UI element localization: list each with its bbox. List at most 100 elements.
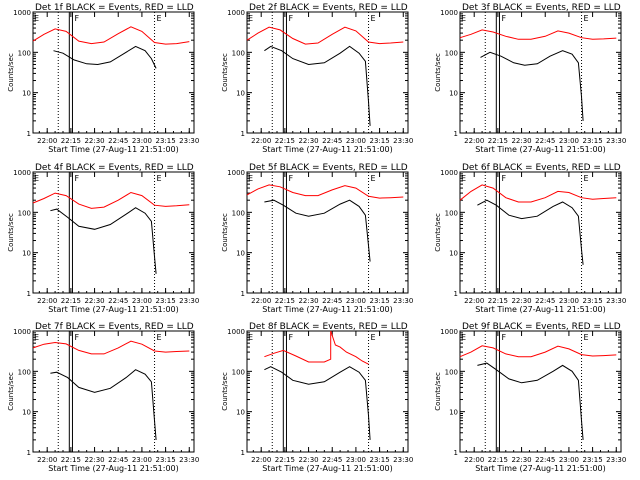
y-tick-label: 10 bbox=[22, 409, 31, 417]
marker-label: F bbox=[288, 333, 293, 342]
x-tick-label: 22:45 bbox=[535, 456, 555, 464]
lld-series-line bbox=[459, 345, 617, 358]
panel-title: Det 5f BLACK = Events, RED = LLD bbox=[249, 163, 408, 173]
x-tick-label: 22:15 bbox=[61, 297, 81, 305]
marker-label: E bbox=[34, 333, 39, 342]
lld-series-line bbox=[246, 184, 404, 199]
x-tick-label: 23:15 bbox=[582, 297, 602, 305]
lld-series-line bbox=[32, 191, 190, 209]
events-series-line bbox=[264, 199, 371, 262]
marker-label: E bbox=[248, 333, 253, 342]
marker-label: E bbox=[371, 333, 376, 342]
detector-panel: Det 2f BLACK = Events, RED = LLD Counts/s… bbox=[221, 3, 413, 154]
panel-title: Det 2f BLACK = Events, RED = LLD bbox=[249, 3, 408, 13]
marker-label: F bbox=[288, 174, 293, 183]
plot-frame bbox=[459, 330, 622, 453]
marker-label: F bbox=[501, 333, 506, 342]
x-tick-label: 23:15 bbox=[369, 137, 389, 145]
y-tick-label: 100 bbox=[232, 49, 245, 57]
x-tick-label: 23:30 bbox=[179, 137, 199, 145]
lld-series-line bbox=[32, 340, 190, 355]
marker-label: E bbox=[34, 174, 39, 183]
y-tick-label: 100 bbox=[445, 209, 458, 217]
x-tick-label: 22:30 bbox=[511, 137, 531, 145]
y-tick-label: 1000 bbox=[13, 9, 31, 17]
detector-panel: Det 3f BLACK = Events, RED = LLD Counts/s… bbox=[434, 3, 626, 154]
x-tick-label: 22:15 bbox=[488, 297, 508, 305]
events-series-line bbox=[50, 207, 157, 274]
x-tick-label: 22:00 bbox=[37, 297, 57, 305]
y-tick-label: 10 bbox=[236, 250, 245, 258]
x-tick-label: 22:00 bbox=[37, 456, 57, 464]
x-tick-label: 23:00 bbox=[346, 297, 366, 305]
events-series-line bbox=[264, 366, 371, 440]
plot-frame bbox=[459, 171, 622, 294]
plot-frame bbox=[32, 171, 195, 294]
detector-panel: Det 4f BLACK = Events, RED = LLD Counts/s… bbox=[7, 163, 199, 314]
x-axis-label: Start Time (27-Aug-11 21:51:00) bbox=[475, 305, 606, 314]
y-axis-label: Counts/sec bbox=[221, 372, 229, 411]
panel-title: Det 1f BLACK = Events, RED = LLD bbox=[35, 3, 194, 13]
x-tick-label: 23:30 bbox=[393, 456, 413, 464]
x-tick-label: 22:30 bbox=[84, 137, 104, 145]
x-tick-label: 22:30 bbox=[298, 137, 318, 145]
marker-label: F bbox=[74, 174, 79, 183]
x-tick-label: 23:15 bbox=[155, 297, 175, 305]
x-tick-label: 23:00 bbox=[559, 456, 579, 464]
x-axis-label: Start Time (27-Aug-11 21:51:00) bbox=[475, 145, 606, 154]
x-tick-label: 22:00 bbox=[251, 297, 271, 305]
marker-label: F bbox=[288, 14, 293, 23]
panel-title: Det 6f BLACK = Events, RED = LLD bbox=[462, 163, 621, 173]
x-tick-label: 23:30 bbox=[179, 456, 199, 464]
y-axis-label: Counts/sec bbox=[7, 53, 15, 92]
x-tick-label: 22:30 bbox=[511, 456, 531, 464]
x-tick-label: 23:00 bbox=[346, 137, 366, 145]
x-tick-label: 23:00 bbox=[559, 137, 579, 145]
x-tick-label: 22:15 bbox=[488, 456, 508, 464]
y-axis-label: Counts/sec bbox=[7, 213, 15, 252]
y-tick-label: 1000 bbox=[440, 169, 458, 177]
x-tick-label: 23:30 bbox=[179, 297, 199, 305]
y-tick-label: 10 bbox=[449, 90, 458, 98]
x-tick-label: 22:00 bbox=[251, 456, 271, 464]
plot-frame bbox=[32, 330, 195, 453]
x-tick-label: 22:15 bbox=[488, 137, 508, 145]
detector-panel: Det 8f BLACK = Events, RED = LLD Counts/s… bbox=[221, 322, 413, 473]
x-tick-label: 22:00 bbox=[251, 137, 271, 145]
x-axis-label: Start Time (27-Aug-11 21:51:00) bbox=[262, 464, 393, 473]
y-tick-label: 1 bbox=[241, 449, 245, 457]
y-tick-label: 1 bbox=[27, 449, 31, 457]
panel-title: Det 9f BLACK = Events, RED = LLD bbox=[462, 322, 621, 332]
x-tick-label: 22:45 bbox=[322, 456, 342, 464]
y-tick-label: 100 bbox=[18, 368, 31, 376]
y-tick-label: 1 bbox=[241, 290, 245, 298]
marker-label: F bbox=[501, 14, 506, 23]
lld-series-line bbox=[459, 184, 617, 203]
y-tick-label: 1000 bbox=[13, 328, 31, 336]
x-tick-label: 22:30 bbox=[298, 297, 318, 305]
x-tick-label: 22:45 bbox=[108, 137, 128, 145]
y-tick-label: 10 bbox=[22, 90, 31, 98]
detector-panel: Det 9f BLACK = Events, RED = LLD Counts/s… bbox=[434, 322, 626, 473]
x-tick-label: 23:00 bbox=[132, 456, 152, 464]
marker-label: E bbox=[371, 14, 376, 23]
y-tick-label: 100 bbox=[232, 368, 245, 376]
x-tick-label: 22:15 bbox=[61, 456, 81, 464]
x-tick-label: 22:00 bbox=[37, 137, 57, 145]
x-tick-label: 22:30 bbox=[298, 456, 318, 464]
marker-label: F bbox=[74, 14, 79, 23]
y-axis-label: Counts/sec bbox=[7, 372, 15, 411]
x-tick-label: 23:15 bbox=[369, 297, 389, 305]
y-tick-label: 1 bbox=[454, 130, 458, 138]
y-tick-label: 10 bbox=[236, 409, 245, 417]
y-axis-label: Counts/sec bbox=[221, 213, 229, 252]
y-tick-label: 1 bbox=[27, 290, 31, 298]
x-axis-label: Start Time (27-Aug-11 21:51:00) bbox=[262, 145, 393, 154]
events-series-line bbox=[480, 50, 584, 121]
marker-label: E bbox=[584, 333, 589, 342]
plot-frame bbox=[246, 330, 409, 453]
events-series-line bbox=[264, 45, 371, 126]
y-tick-label: 1000 bbox=[440, 328, 458, 336]
y-tick-label: 1 bbox=[454, 449, 458, 457]
